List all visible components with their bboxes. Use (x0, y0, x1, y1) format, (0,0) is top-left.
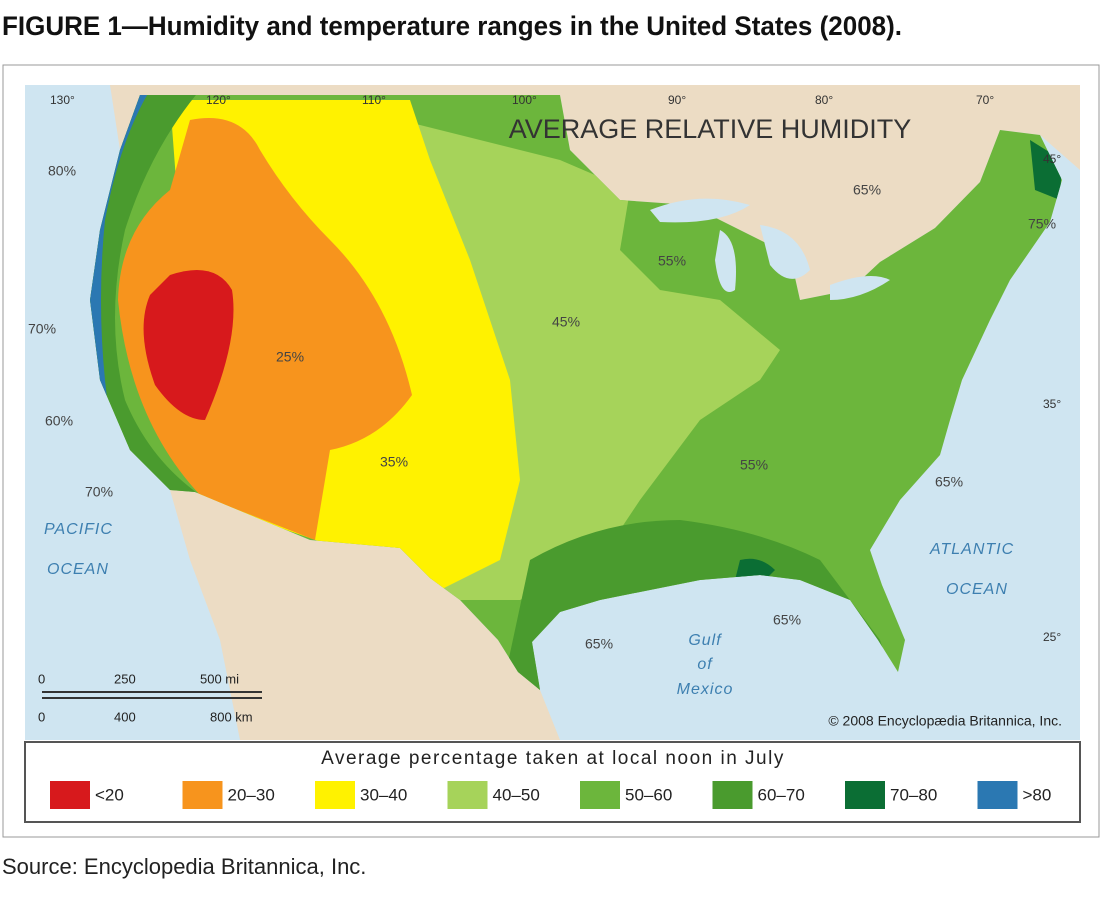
contour-label: 55% (740, 457, 768, 473)
contour-label: 55% (658, 253, 686, 269)
contour-label: 65% (773, 612, 801, 628)
source: Source: Encyclopedia Britannica, Inc. (2, 854, 366, 879)
scale-label: 500 mi (200, 671, 239, 686)
legend-label: 70–80 (890, 785, 937, 804)
copyright: © 2008 Encyclopædia Britannica, Inc. (828, 713, 1062, 729)
scale-label: 800 km (210, 709, 253, 724)
legend-label: <20 (95, 785, 124, 804)
longitude-label: 110° (362, 93, 386, 107)
water-label: ATLANTIC (929, 541, 1014, 558)
latitude-label: 35° (1043, 397, 1061, 411)
legend-swatch (977, 781, 1018, 809)
legend-label: 50–60 (625, 785, 672, 804)
contour-label: 70% (28, 321, 56, 337)
scale-label: 0 (38, 709, 45, 724)
lake (760, 225, 810, 279)
scale-label: 0 (38, 671, 45, 686)
longitude-label: 120° (206, 93, 231, 107)
legend-label: 30–40 (360, 785, 407, 804)
latitude-label: 25° (1043, 630, 1061, 644)
legend-swatch (447, 781, 488, 809)
lake (830, 276, 890, 300)
water-labels: PACIFIC OCEAN ATLANTIC OCEAN Gulf of Mex… (44, 521, 1014, 698)
legend-label: >80 (1023, 785, 1052, 804)
latitude-label: 45° (1043, 152, 1061, 166)
contour-label: 35% (380, 454, 408, 470)
contour-labels: 80% 70% 60% 70% 25% 35% 45% 55% 65% 75% … (28, 163, 1056, 652)
longitude-labels: 130° 120° 110° 100° 90° 80° 70° 45° 35° … (50, 93, 1061, 644)
water-label: Gulf (688, 632, 722, 649)
legend-swatch (182, 781, 223, 809)
contour-label: 65% (853, 182, 881, 198)
lake (650, 198, 750, 223)
scale-label: 400 (114, 709, 136, 724)
water-label: PACIFIC (44, 521, 113, 538)
water-label: of (697, 656, 713, 673)
legend-label: 40–50 (493, 785, 540, 804)
contour-label: 80% (48, 163, 76, 179)
longitude-label: 90° (668, 93, 686, 107)
great-lakes (650, 198, 890, 300)
scale-bar: 0 250 500 mi 0 400 800 km (38, 671, 262, 724)
water-label: OCEAN (946, 581, 1008, 598)
contour-label: 60% (45, 413, 73, 429)
canada (25, 85, 1080, 300)
legend-label: 20–30 (228, 785, 275, 804)
longitude-label: 80° (815, 93, 833, 107)
figure-title: FIGURE 1—Humidity and temperature ranges… (2, 11, 902, 41)
zone (143, 270, 234, 420)
contour-label: 65% (935, 474, 963, 490)
mexico (170, 490, 560, 740)
legend-caption: Average percentage taken at local noon i… (321, 748, 785, 769)
water-label: OCEAN (47, 561, 109, 578)
longitude-label: 130° (50, 93, 75, 107)
contour-label: 70% (85, 484, 113, 500)
zone (118, 118, 412, 540)
map-title: AVERAGE RELATIVE HUMIDITY (509, 114, 912, 144)
water-label: Mexico (677, 681, 734, 698)
longitude-label: 100° (512, 93, 537, 107)
contour-label: 25% (276, 349, 304, 365)
scale-label: 250 (114, 671, 136, 686)
lake (715, 230, 736, 292)
longitude-label: 70° (976, 93, 994, 107)
legend-swatch (50, 781, 90, 809)
legend-swatch (580, 781, 620, 809)
legend-swatch (845, 781, 885, 809)
legend-swatch (315, 781, 355, 809)
contour-label: 45% (552, 314, 580, 330)
legend: <20 20–30 30–40 40–50 50–60 60–70 70–80 >80 (50, 781, 1051, 809)
contour-label: 65% (585, 636, 613, 652)
legend-label: 60–70 (758, 785, 805, 804)
legend-swatch (712, 781, 753, 809)
contour-label: 75% (1028, 216, 1056, 232)
